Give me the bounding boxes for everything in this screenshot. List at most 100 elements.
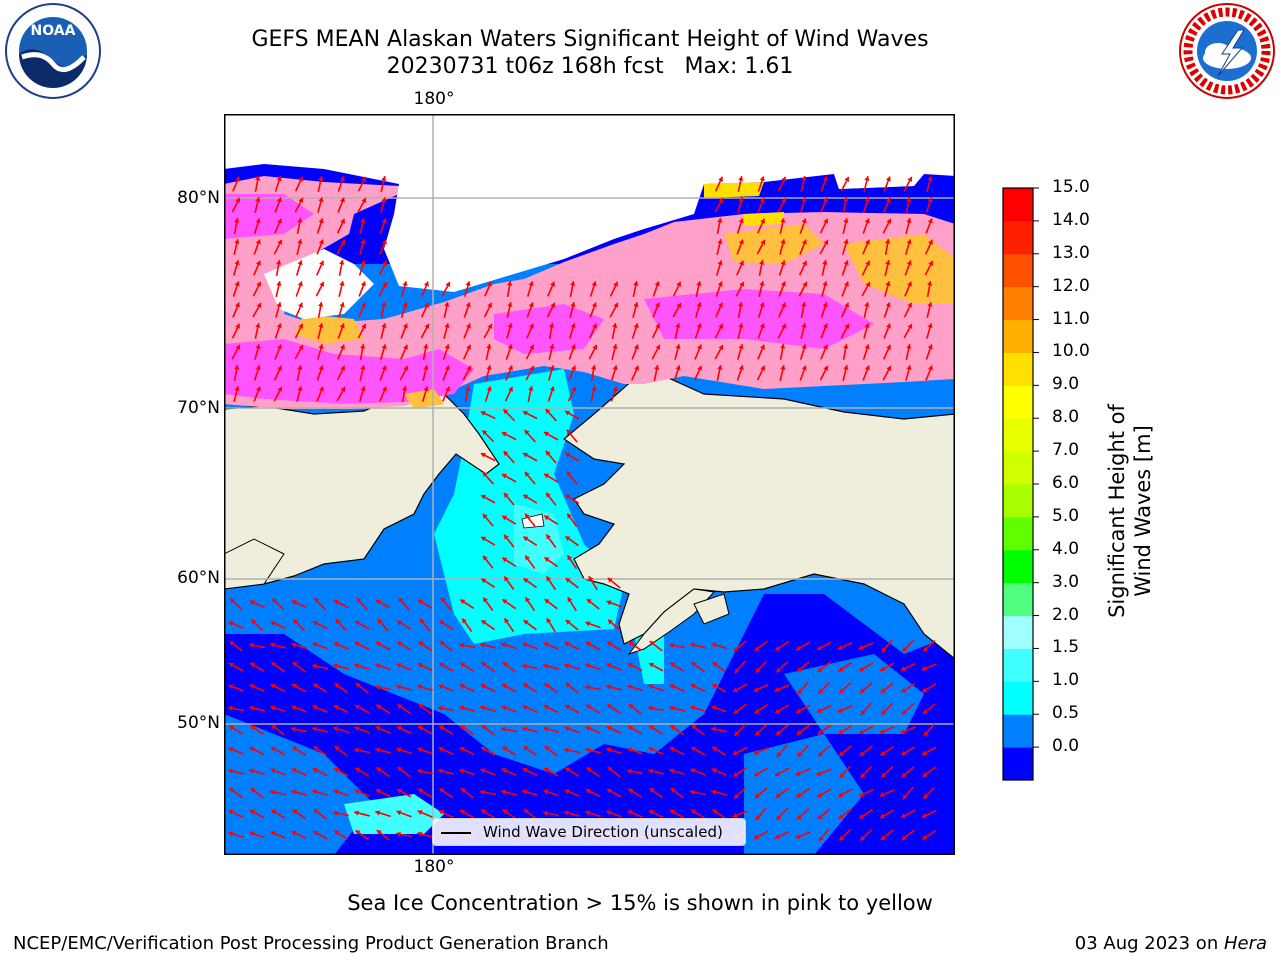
wave-direction-arrowhead [355,704,360,710]
wave-direction-arrowhead [271,746,276,752]
wave-direction-arrowhead [417,684,423,690]
wave-direction-arrowhead [774,771,780,777]
wave-direction-arrowhead [759,176,765,182]
wave-direction-arrowhead [292,809,298,815]
wave-direction-arrowhead [522,642,528,648]
wave-direction-arrowhead [507,281,513,286]
wave-direction-arrowhead [276,260,282,265]
wave-direction-arrowhead [235,344,241,350]
colorbar-swatch [1003,253,1033,288]
wave-direction-arrowhead [333,599,339,605]
wave-direction-arrowhead [818,836,824,842]
wave-direction-arrowhead [570,281,576,286]
wave-direction-arrowhead [690,705,696,711]
wave-direction-arrowhead [424,323,430,329]
wave-direction-arrowhead [483,555,488,561]
wave-direction-arrowhead [718,302,723,308]
wave-direction-arrowhead [780,281,786,287]
wave-direction-arrowhead [486,365,492,371]
wave-direction-arrowhead [927,365,933,371]
wave-direction-arrowhead [340,218,346,224]
wave-direction-arrowhead [565,767,571,773]
wave-direction-arrowhead [523,578,529,584]
wave-direction-arrowhead [543,810,548,816]
wave-direction-arrowhead [738,365,744,371]
wave-direction-arrowhead [234,239,240,244]
wave-direction-arrowhead [334,746,340,751]
wave-direction-arrowhead [755,667,761,673]
wave-direction-arrowhead [375,684,380,690]
wave-direction-arrowhead [739,281,745,287]
wave-direction-arrowhead [270,642,275,648]
wave-direction-arrowhead [901,750,907,756]
wave-direction-arrowhead [298,323,304,329]
wave-direction-arrowhead [712,662,718,667]
colorbar-tick-label: 9.0 [1052,374,1080,395]
wave-direction-arrowhead [549,344,555,349]
wave-direction-arrowhead [633,344,639,350]
wave-direction-arrowhead [711,705,717,711]
colorbar-swatch [1003,648,1033,682]
wave-direction-arrowhead [271,809,277,815]
wave-direction-arrowhead [256,303,262,308]
wave-direction-arrowhead [902,794,908,800]
wave-direction-arrowhead [654,281,660,287]
wave-direction-arrowhead [921,665,927,671]
wave-direction-arrowhead [738,302,744,307]
wave-direction-arrowhead [543,726,549,732]
wave-direction-arrowhead [839,835,845,841]
colorbar-tick-label: 6.0 [1052,473,1080,493]
colorbar-swatch [1003,220,1033,255]
wave-direction-arrowhead [927,281,933,286]
wave-direction-arrowhead [734,793,740,799]
wave-direction-arrowhead [606,600,612,606]
wave-direction-arrowhead [361,198,367,203]
wave-direction-arrowhead [612,323,618,328]
wave-direction-arrowhead [627,747,633,753]
wave-direction-arrowhead [900,666,906,672]
wave-direction-arrowhead [420,618,425,624]
wave-direction-arrowhead [927,218,933,224]
wave-direction-arrowhead [865,260,871,266]
wave-direction-arrowhead [880,688,886,693]
wave-direction-arrowhead [250,788,256,793]
wave-direction-arrowhead [776,752,782,758]
wave-direction-arrowhead [691,809,697,815]
wave-direction-arrowhead [754,771,760,777]
wave-direction-arrowhead [564,726,570,732]
wave-direction-arrowhead [753,749,759,755]
wave-direction-arrowhead [523,494,529,500]
wave-direction-arrowhead [544,767,549,773]
wave-direction-arrowhead [606,747,612,753]
wave-direction-arrowhead [249,600,255,605]
wave-direction-arrowhead [256,260,261,266]
noaa-logo-text: NOAA [31,23,76,39]
wave-direction-arrowhead [775,793,781,798]
wave-direction-arrowhead [801,218,807,224]
colorbar-swatch [1003,385,1033,419]
colorbar-tick-label: 14.0 [1052,209,1090,230]
wave-direction-arrowhead [228,809,234,815]
wave-direction-arrowhead [565,494,571,500]
wave-direction-arrowhead [676,281,682,287]
colorbar-tick-label: 10.0 [1052,341,1090,362]
colorbar-swatch [1003,451,1033,485]
wave-direction-arrowhead [361,302,366,308]
wave-direction-arrowhead [508,386,514,392]
wave-direction-arrowhead [529,344,535,350]
wave-direction-arrowhead [255,176,261,181]
wave-direction-arrowhead [381,365,387,371]
wave-direction-arrowhead [654,365,660,370]
wave-direction-arrowhead [843,218,849,223]
wave-direction-arrowhead [885,239,891,244]
wave-direction-arrowhead [334,830,340,836]
wave-direction-arrowhead [487,324,493,329]
wave-direction-arrowhead [801,365,807,371]
wave-direction-arrowhead [607,641,613,647]
wave-direction-arrowhead [502,557,508,563]
wave-direction-arrowhead [228,684,234,690]
wave-direction-arrowhead [823,344,828,350]
wave-direction-arrowhead [801,344,807,350]
wave-direction-arrowhead [902,646,908,652]
wave-direction-arrowhead [276,302,282,308]
